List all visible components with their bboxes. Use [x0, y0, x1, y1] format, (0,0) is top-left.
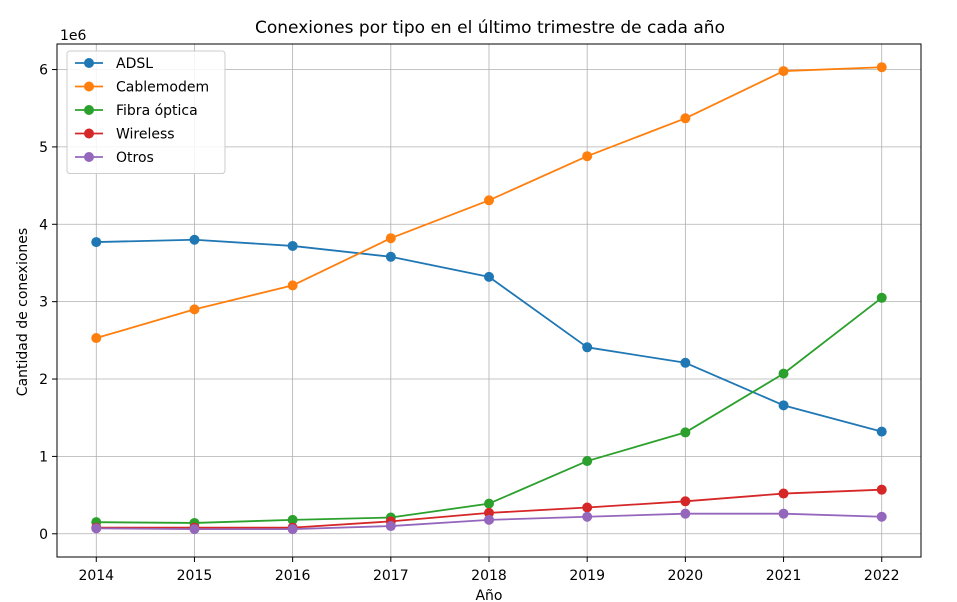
series-group — [91, 62, 887, 535]
y-offset-label: 1e6 — [60, 28, 87, 44]
data-point — [484, 507, 494, 518]
y-tick-label: 2 — [39, 372, 48, 388]
y-axis-label: Cantidad de conexiones — [15, 228, 31, 396]
data-point — [778, 488, 789, 499]
legend-label: Wireless — [116, 127, 175, 143]
legend-marker — [84, 152, 94, 162]
data-point — [189, 234, 200, 245]
data-point — [680, 427, 691, 438]
plot-frame — [56, 43, 922, 558]
axes: 2014 2015 2016 2017 2018 2019 2020 2021 2022 0 1 2 3… — [39, 63, 899, 584]
y-tick-label: 3 — [39, 295, 48, 311]
legend-label: Cablemodem — [116, 80, 209, 96]
legend-item: Otros — [75, 150, 154, 166]
data-point — [287, 514, 298, 525]
legend-marker — [84, 58, 94, 68]
data-point — [385, 521, 396, 532]
legend-item: Wireless — [75, 127, 175, 143]
series-adsl — [91, 234, 887, 437]
legend-item: Cablemodem — [75, 80, 209, 96]
data-point — [680, 508, 691, 519]
data-point — [876, 426, 887, 437]
data-point — [385, 233, 396, 244]
data-point — [582, 342, 593, 353]
data-point — [876, 511, 887, 522]
data-point — [484, 514, 494, 525]
data-point — [484, 195, 494, 206]
data-point — [385, 251, 396, 262]
data-point — [582, 456, 593, 467]
legend-marker — [84, 81, 94, 92]
x-tick-label: 2014 — [78, 568, 114, 584]
series-cablemodem — [91, 62, 887, 344]
x-tick-label: 2018 — [471, 568, 507, 584]
chart-title: Conexiones por tipo en el último trimest… — [255, 18, 725, 38]
data-point — [287, 240, 298, 251]
data-point — [91, 333, 102, 344]
data-point — [778, 400, 789, 411]
data-point — [287, 524, 298, 535]
data-point — [778, 368, 789, 379]
data-point — [680, 113, 691, 124]
data-point — [91, 237, 102, 248]
data-point — [484, 498, 494, 509]
data-point — [876, 484, 887, 495]
x-tick-label: 2021 — [766, 568, 802, 584]
y-tick-label: 0 — [39, 527, 48, 543]
data-point — [680, 496, 691, 507]
data-point — [582, 151, 593, 162]
series-otros — [91, 508, 887, 535]
legend-marker — [84, 105, 94, 115]
data-point — [287, 280, 298, 291]
data-point — [189, 304, 200, 315]
legend-box — [66, 50, 226, 174]
x-axis-label: Año — [475, 588, 502, 602]
data-point — [876, 292, 887, 303]
legend-label: ADSL — [116, 56, 153, 72]
y-tick-label: 6 — [39, 63, 48, 79]
x-tick-label: 2020 — [668, 568, 704, 584]
data-point — [484, 271, 494, 282]
grid — [57, 44, 921, 557]
data-point — [189, 524, 200, 535]
data-point — [582, 511, 593, 522]
data-point — [582, 502, 593, 513]
data-point — [876, 62, 887, 73]
legend-item: Fibra óptica — [75, 103, 198, 119]
data-point — [91, 523, 102, 534]
x-tick-label: 2022 — [864, 568, 900, 584]
legend: ADSL Cablemodem Fibra óptica Wireless Otros — [66, 50, 226, 174]
legend-label: Fibra óptica — [116, 103, 198, 119]
legend-item: ADSL — [75, 56, 153, 72]
y-tick-label: 1 — [39, 449, 48, 465]
x-tick-label: 2019 — [569, 568, 605, 584]
x-tick-label: 2016 — [275, 568, 311, 584]
legend-marker — [84, 128, 94, 139]
data-point — [778, 508, 789, 519]
y-tick-label: 5 — [39, 140, 48, 156]
data-point — [778, 66, 789, 77]
y-tick-label: 4 — [39, 217, 48, 233]
legend-label: Otros — [116, 150, 154, 166]
x-tick-label: 2017 — [373, 568, 409, 584]
data-point — [680, 357, 691, 368]
x-tick-label: 2015 — [177, 568, 213, 584]
